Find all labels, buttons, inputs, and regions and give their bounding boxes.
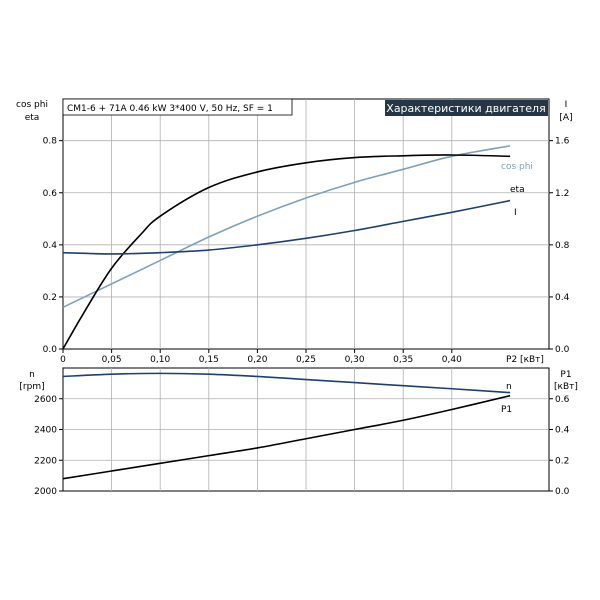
upper-x-tick-label: 0,20 <box>247 355 267 365</box>
series-label-p1: P1 <box>501 405 512 415</box>
upper-x-tick-label: 0,35 <box>393 355 413 365</box>
right-axis-label-kw: [кВт] <box>554 382 578 392</box>
upper-x-tick-label: 0,40 <box>442 355 462 365</box>
upper-right-tick-label: 1.2 <box>555 189 569 199</box>
upper-right-tick-label: 0.4 <box>555 293 570 303</box>
lower-right-tick-label: 0.2 <box>555 456 569 466</box>
upper-right-tick-label: 0.0 <box>555 345 570 355</box>
upper-left-tick-label: 0.6 <box>43 189 58 199</box>
chart-title: Характеристики двигателя <box>386 102 545 115</box>
info-box-text: CM1-6 + 71A 0.46 kW 3*400 V, 50 Hz, SF =… <box>67 104 273 114</box>
upper-series-eta-line <box>62 154 511 350</box>
x-axis-label: P2 [кВт] <box>506 355 544 365</box>
upper-x-tick-label: 0,05 <box>102 355 122 365</box>
upper-x-tick-label: 0,30 <box>345 355 365 365</box>
left-axis-label-cosphi: cos phi <box>16 100 48 110</box>
upper-left-tick-label: 0.4 <box>43 241 58 251</box>
lower-right-tick-label: 0.0 <box>555 487 570 497</box>
upper-right-tick-label: 0.8 <box>555 241 570 251</box>
series-label-n: n <box>506 382 512 392</box>
series-label-cosphi: cos phi <box>501 162 533 172</box>
lower-left-tick-label: 2200 <box>34 456 57 466</box>
left-axis-label-n: n <box>29 370 35 380</box>
right-axis-label-i: I <box>565 100 568 110</box>
right-axis-label-a: [A] <box>559 113 572 123</box>
upper-left-tick-label: 0.8 <box>43 137 58 147</box>
title-box <box>385 100 548 116</box>
right-axis-label-p1: P1 <box>560 370 571 380</box>
left-axis-label-rpm: [rpm] <box>19 382 44 392</box>
upper-x-tick-label: 0,15 <box>199 355 219 365</box>
lower-left-tick-label: 2000 <box>34 487 57 497</box>
upper-left-tick-label: 0.0 <box>43 345 58 355</box>
upper-right-tick-label: 1.6 <box>555 137 570 147</box>
lower-series-n-line <box>62 372 511 394</box>
upper-series-i-line <box>62 199 511 255</box>
series-label-eta: eta <box>510 185 525 195</box>
lower-right-tick-label: 0.6 <box>555 395 570 405</box>
left-axis-label-eta: eta <box>25 113 40 123</box>
lower-left-tick-label: 2400 <box>34 426 57 436</box>
upper-left-tick-label: 0.2 <box>43 293 57 303</box>
lower-left-tick-label: 2600 <box>34 395 57 405</box>
lower-series-p1-line <box>62 394 511 480</box>
upper-plot: 0.0 0.2 0.4 0.6 0.8 0.0 0.4 0.8 1.2 1.6 0 0,05 0,10 0… <box>16 98 573 365</box>
upper-x-tick-label: 0 <box>60 355 66 365</box>
upper-x-tick-label: 0,10 <box>150 355 170 365</box>
info-box-frame <box>62 98 293 116</box>
upper-x-tick-label: 0,25 <box>296 355 316 365</box>
series-label-i: I <box>514 208 517 218</box>
upper-series-cos-phi-line <box>62 145 511 309</box>
lower-right-tick-label: 0.4 <box>555 426 570 436</box>
